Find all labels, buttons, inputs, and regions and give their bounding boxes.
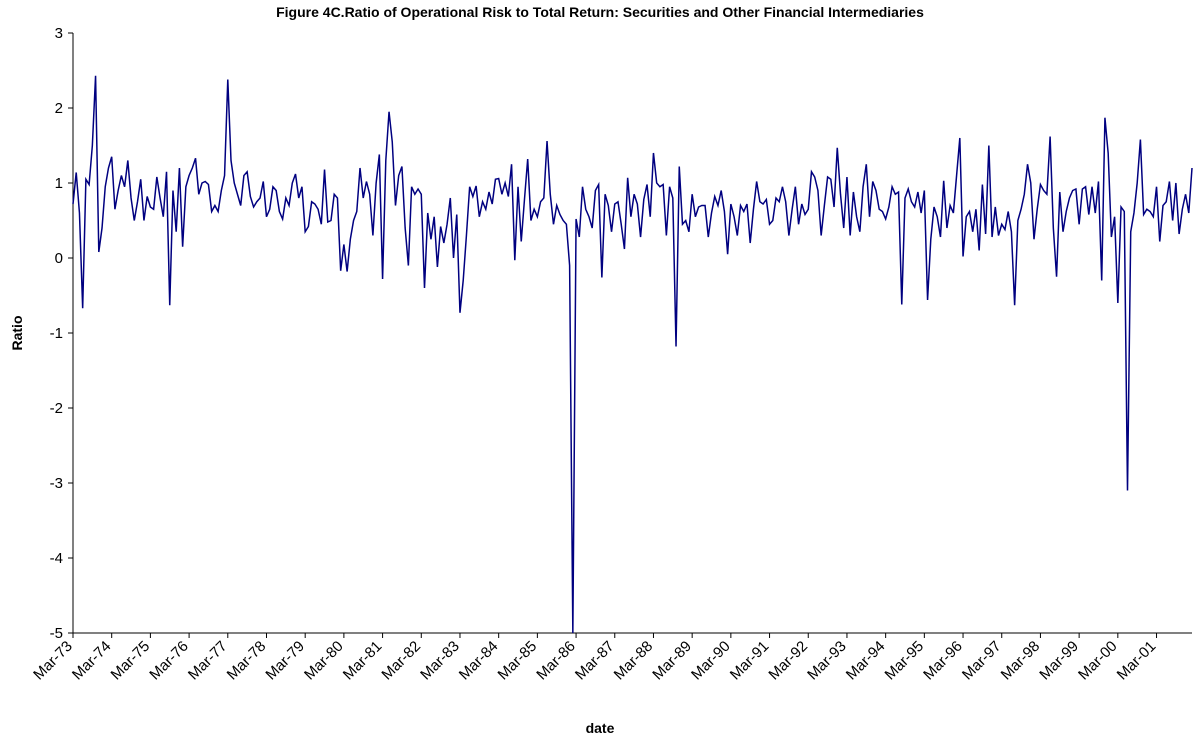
x-tick-label: Mar-76 xyxy=(146,638,192,684)
x-tick-label: Mar-87 xyxy=(572,638,618,684)
y-tick-label: -4 xyxy=(50,550,63,567)
x-tick-label: Mar-79 xyxy=(262,638,308,684)
chart-title: Figure 4C.Ratio of Operational Risk to T… xyxy=(276,4,924,20)
x-tick-label: Mar-96 xyxy=(920,638,966,684)
x-tick-label: Mar-94 xyxy=(843,638,889,684)
y-tick-label: 2 xyxy=(55,100,63,117)
x-axis-label: date xyxy=(586,720,615,736)
x-tick-label: Mar-75 xyxy=(108,638,154,684)
x-tick-label: Mar-95 xyxy=(882,638,928,684)
x-tick-label: Mar-90 xyxy=(688,638,734,684)
x-tick-label: Mar-01 xyxy=(1114,638,1160,684)
x-tick-label: Mar-97 xyxy=(959,638,1005,684)
y-tick-label: 3 xyxy=(55,25,63,42)
x-tick-label: Mar-93 xyxy=(804,638,850,684)
x-tick-label: Mar-80 xyxy=(301,638,347,684)
x-tick-label: Mar-91 xyxy=(727,638,773,684)
y-tick-label: 1 xyxy=(55,175,63,192)
x-tick-label: Mar-84 xyxy=(456,638,502,684)
x-tick-label: Mar-82 xyxy=(378,638,424,684)
y-axis-label: Ratio xyxy=(9,316,25,351)
x-tick-label: Mar-73 xyxy=(30,638,76,684)
x-tick-label: Mar-98 xyxy=(998,638,1044,684)
x-tick-label: Mar-99 xyxy=(1036,638,1082,684)
x-tick-label: Mar-74 xyxy=(69,638,115,684)
x-tick-label: Mar-83 xyxy=(417,638,463,684)
y-tick-label: -3 xyxy=(50,475,63,492)
x-tick-label: Mar-77 xyxy=(185,638,231,684)
x-tick-label: Mar-81 xyxy=(340,638,386,684)
x-tick-label: Mar-78 xyxy=(224,638,270,684)
x-tick-label: Mar-92 xyxy=(765,638,811,684)
y-tick-label: 0 xyxy=(55,250,63,267)
y-tick-label: -5 xyxy=(50,625,63,642)
x-tick-label: Mar-85 xyxy=(495,638,541,684)
x-tick-label: Mar-88 xyxy=(611,638,657,684)
x-tick-label: Mar-89 xyxy=(649,638,695,684)
y-tick-label: -2 xyxy=(50,400,63,417)
y-tick-label: -1 xyxy=(50,325,63,342)
x-tick-label: Mar-00 xyxy=(1075,638,1121,684)
x-tick-label: Mar-86 xyxy=(533,638,579,684)
data-line xyxy=(72,75,1193,634)
